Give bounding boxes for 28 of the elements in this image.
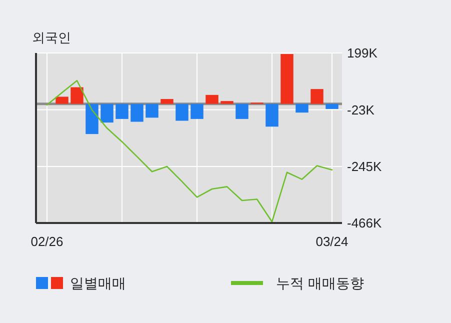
bar — [190, 104, 204, 119]
bar — [310, 89, 324, 104]
y-tick-label: 199K — [347, 46, 378, 60]
y-tick-label: -466K — [347, 216, 382, 230]
bar — [266, 104, 278, 127]
bar — [56, 96, 68, 104]
y-tick-label: -245K — [347, 159, 382, 174]
bar — [280, 54, 294, 104]
bar — [176, 104, 188, 121]
chart-title: 외국인 — [32, 30, 71, 45]
legend-label: 누적 매매동향 — [276, 275, 364, 291]
legend-label: 일별매매 — [70, 275, 126, 291]
bar — [236, 104, 248, 119]
line-series — [46, 80, 333, 222]
x-tick-label: 03/24 — [316, 234, 348, 249]
bar — [296, 104, 308, 113]
x-tick-label: 02/26 — [30, 234, 64, 249]
bar — [116, 104, 128, 119]
y-tick-label: -23K — [347, 102, 375, 118]
bar — [100, 104, 114, 123]
bar — [220, 101, 234, 104]
bar — [146, 104, 158, 118]
bar — [206, 94, 218, 104]
bar — [326, 104, 338, 109]
bar — [130, 104, 144, 122]
bar — [86, 104, 98, 134]
bar — [160, 99, 174, 104]
bar — [70, 87, 84, 104]
